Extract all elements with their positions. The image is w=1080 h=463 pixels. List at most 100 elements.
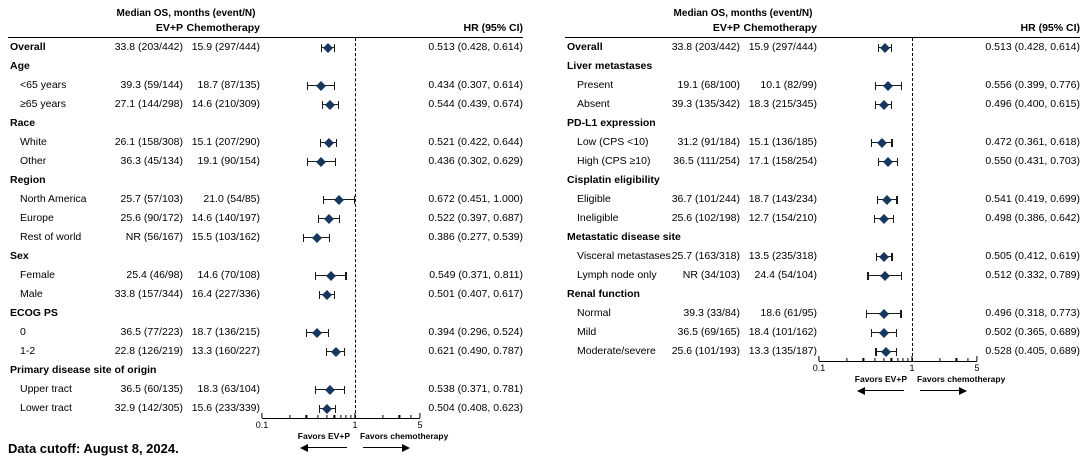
- arrow-shaft: [362, 446, 402, 449]
- ci-lower-cap: [326, 347, 328, 356]
- hr-ci-text: 0.521 (0.422, 0.644): [428, 136, 523, 148]
- subgroup-label: Ineligible: [577, 212, 619, 224]
- subgroup-label: Rest of world: [20, 231, 82, 243]
- ci-upper-cap: [338, 214, 340, 223]
- ci-upper-cap: [896, 195, 898, 204]
- axis-tick-label: 5: [417, 420, 423, 430]
- hr-ci-text: 0.512 (0.332, 0.789): [985, 269, 1080, 281]
- axis-minor-tick: [398, 415, 400, 418]
- subgroup-row: Upper tract 36.5 (60/135) 18.3 (63/104) …: [8, 380, 523, 399]
- hr-point-marker: [882, 156, 893, 167]
- hr-ci-text: 0.541 (0.419, 0.699): [985, 193, 1080, 205]
- ci-upper-cap: [891, 100, 893, 109]
- subgroup-row: Lower tract 32.9 (142/305) 15.6 (233/339…: [8, 399, 523, 418]
- subgroup-label: North America: [20, 193, 87, 205]
- favors-evp-label: Favors EV+P: [854, 374, 907, 384]
- axis-minor-tick: [890, 358, 892, 361]
- evp-value: 26.1 (158/308): [114, 136, 183, 148]
- forest-plot-cell: [262, 152, 420, 171]
- subgroup-label: Low (CPS <10): [577, 136, 649, 148]
- ci-upper-cap: [900, 309, 902, 318]
- subgroup-row: Overall 33.8 (203/442) 15.9 (297/444) 0.…: [565, 38, 1080, 57]
- chemo-value: 17.1 (158/254): [748, 155, 817, 167]
- hr-point-marker: [325, 384, 335, 395]
- hr-point-marker: [878, 99, 889, 110]
- subgroup-row: Absent 39.3 (135/342) 18.3 (215/345) 0.4…: [565, 95, 1080, 114]
- ci-upper-cap: [334, 43, 336, 52]
- axis-major-tick: [976, 356, 978, 361]
- forest-plot-cell: [262, 285, 420, 304]
- evp-value: 36.5 (69/165): [677, 326, 740, 338]
- hr-point-marker: [880, 42, 890, 53]
- forest-plot-cell: [262, 228, 420, 247]
- subgroup-label: Male: [20, 288, 43, 300]
- hr-point-marker: [879, 251, 890, 262]
- hr-ci-text: 0.544 (0.439, 0.674): [428, 98, 523, 110]
- chemo-value: 18.3 (215/345): [748, 98, 817, 110]
- forest-plot-cell: [819, 95, 977, 114]
- hr-point-marker: [882, 194, 893, 205]
- section-label: Race: [10, 117, 36, 129]
- evp-value: 33.8 (157/344): [114, 288, 183, 300]
- hr-ci-text: 0.504 (0.408, 0.623): [428, 402, 523, 414]
- forest-plot-cell: [819, 342, 977, 361]
- subgroup-row: 0 36.5 (77/223) 18.7 (136/215) 0.394 (0.…: [8, 323, 523, 342]
- forest-plot-cell: [262, 76, 420, 95]
- section-row: Liver metastases: [565, 57, 1080, 76]
- evp-value: 33.8 (203/442): [671, 41, 740, 53]
- ci-upper-cap: [895, 347, 897, 356]
- hr-point-marker: [330, 346, 341, 357]
- hr-point-marker: [323, 213, 334, 224]
- evp-value: 25.6 (90/172): [120, 212, 183, 224]
- ci-lower-cap: [875, 347, 877, 356]
- subgroup-row: Rest of world NR (56/167) 15.5 (103/162)…: [8, 228, 523, 247]
- chemo-value: 12.7 (154/210): [748, 212, 817, 224]
- forest-plot-cell: [819, 133, 977, 152]
- section-row: Region: [8, 171, 523, 190]
- subgroup-label: Normal: [577, 307, 611, 319]
- chemo-value: 18.7 (136/215): [191, 326, 260, 338]
- chemo-column-header: Chemotherapy: [743, 22, 817, 34]
- chemo-value: 13.5 (235/318): [748, 250, 817, 262]
- forest-panel: Median OS, months (event/N) EV+P Chemoth…: [565, 6, 1080, 458]
- hr-ci-text: 0.434 (0.307, 0.614): [428, 79, 523, 91]
- ci-upper-cap: [335, 157, 337, 166]
- hr-point-marker: [316, 80, 327, 91]
- ci-lower-cap: [871, 328, 873, 337]
- evp-value: 31.2 (91/184): [677, 136, 740, 148]
- ci-upper-cap: [336, 138, 338, 147]
- chemo-column-header: Chemotherapy: [186, 22, 260, 34]
- section-row: Sex: [8, 247, 523, 266]
- subgroup-row: Normal 39.3 (33/84) 18.6 (61/95) 0.496 (…: [565, 304, 1080, 323]
- panel-header: Median OS, months (event/N) EV+P Chemoth…: [565, 6, 1080, 38]
- forest-plot-cell: [819, 38, 977, 57]
- ci-lower-cap: [320, 138, 322, 147]
- hr-ci-text: 0.513 (0.428, 0.614): [985, 41, 1080, 53]
- hr-point-marker: [881, 346, 892, 357]
- chemo-value: 21.0 (54/85): [203, 193, 260, 205]
- hr-point-marker: [323, 137, 334, 148]
- axis-minor-tick: [305, 415, 307, 418]
- subgroup-row: Ineligible 25.6 (102/198) 12.7 (154/210)…: [565, 209, 1080, 228]
- ci-lower-cap: [876, 195, 879, 204]
- hr-column-header: HR (95% CI): [463, 22, 523, 34]
- arrow-head-right-icon: [401, 443, 410, 452]
- subgroup-label: High (CPS ≥10): [577, 155, 651, 167]
- section-label: Metastatic disease site: [567, 231, 681, 243]
- axis-minor-tick: [883, 358, 885, 361]
- subgroup-row: High (CPS ≥10) 36.5 (111/254) 17.1 (158/…: [565, 152, 1080, 171]
- subgroup-label: Absent: [577, 98, 610, 110]
- header-columns-line: EV+P Chemotherapy HR (95% CI): [8, 21, 523, 36]
- hr-ci-text: 0.386 (0.277, 0.539): [428, 231, 523, 243]
- panel-header: Median OS, months (event/N) EV+P Chemoth…: [8, 6, 523, 38]
- arrow-shaft: [919, 389, 959, 392]
- ci-lower-cap: [303, 233, 305, 242]
- evp-value: 32.9 (142/305): [114, 402, 183, 414]
- ci-lower-cap: [874, 81, 877, 90]
- hr-ci-text: 0.472 (0.361, 0.618): [985, 136, 1080, 148]
- subgroup-row: Europe 25.6 (90/172) 14.6 (140/197) 0.52…: [8, 209, 523, 228]
- forest-plot-cell: [819, 76, 977, 95]
- forest-plot-cell: [262, 266, 420, 285]
- ci-lower-cap: [314, 271, 317, 280]
- evp-value: 39.3 (59/144): [120, 79, 183, 91]
